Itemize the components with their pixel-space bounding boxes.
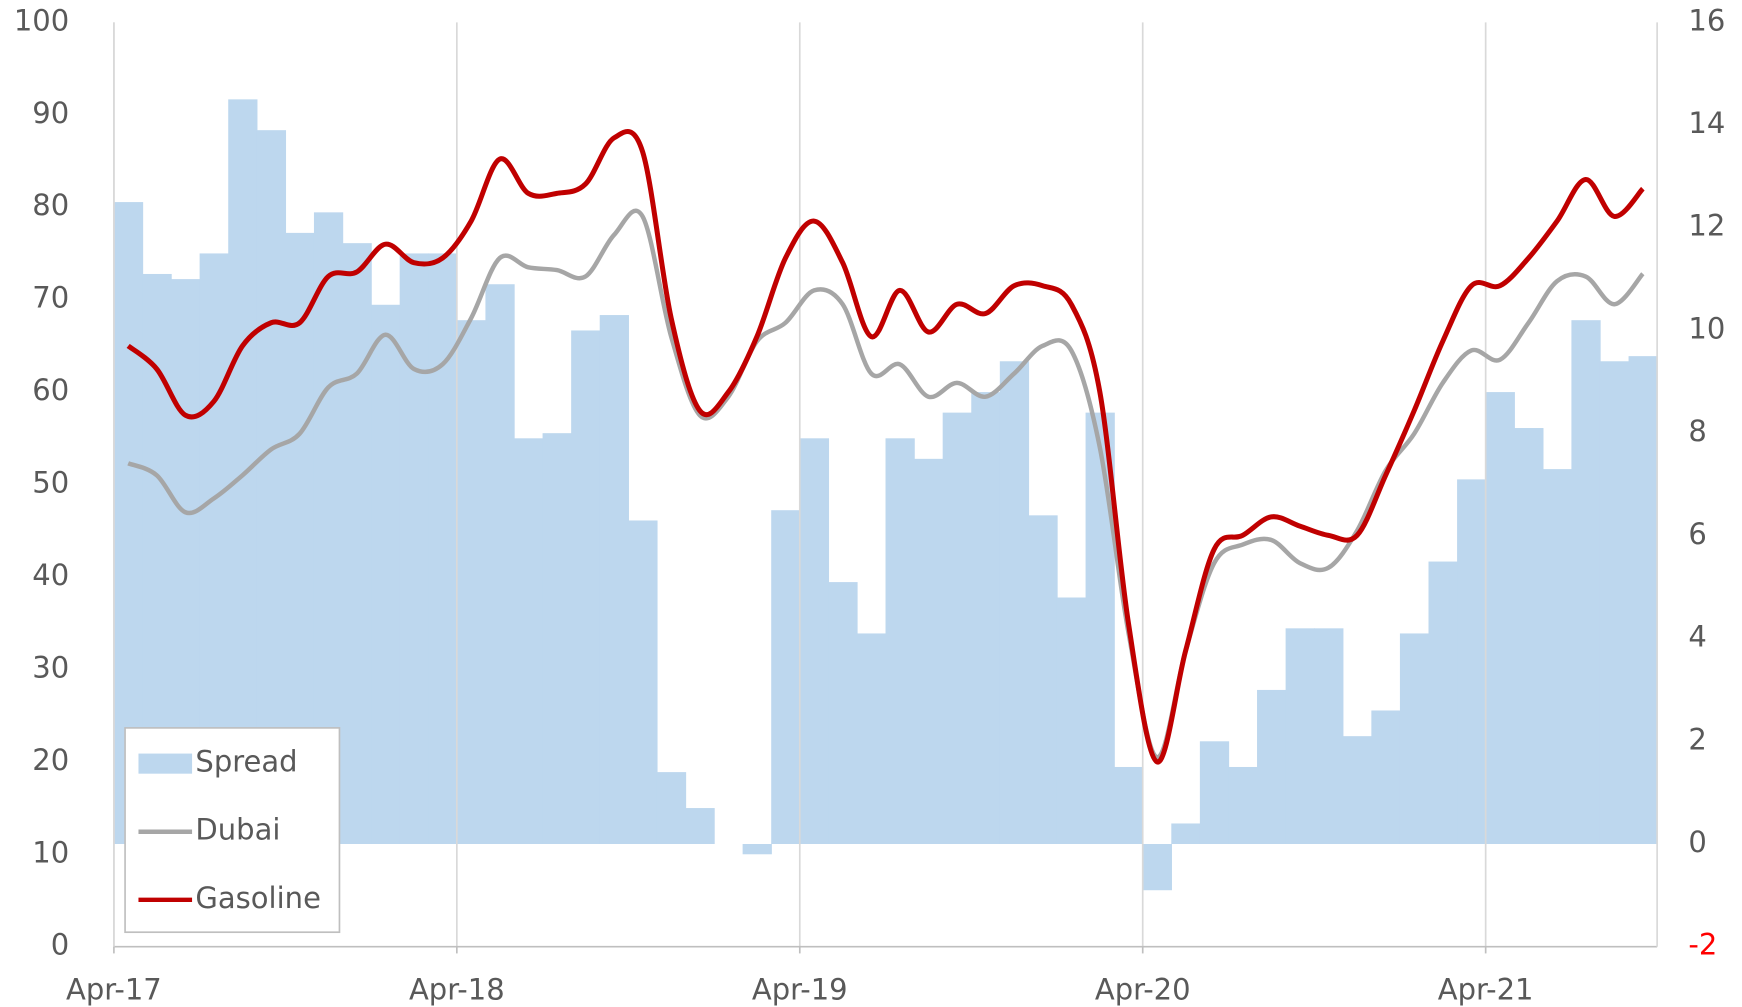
bar: [1542, 469, 1573, 845]
bar: [799, 438, 830, 845]
bar: [571, 330, 601, 845]
bar: [1199, 741, 1230, 845]
legend-label: Dubai: [195, 813, 280, 847]
y-tick-label: 80: [32, 188, 69, 222]
y2-tick-label: 10: [1688, 311, 1725, 345]
bar: [228, 99, 258, 845]
bar: [656, 772, 687, 845]
y2-tick-label: 12: [1688, 209, 1725, 243]
x-tick-label: Apr-18: [409, 972, 505, 1006]
bar: [885, 438, 915, 845]
y-tick-label: 50: [32, 466, 69, 500]
bar: [1599, 361, 1630, 845]
bar: [485, 284, 515, 845]
legend-label: Gasoline: [195, 881, 321, 915]
bar: [628, 520, 658, 845]
bar: [1571, 320, 1601, 845]
bar: [1056, 597, 1087, 845]
bar: [971, 392, 1001, 845]
legend-label: Spread: [195, 745, 297, 779]
bar: [1228, 766, 1258, 845]
line: [127, 208, 1645, 760]
bar: [1114, 766, 1144, 845]
y-tick-label: 60: [32, 373, 69, 407]
bar: [371, 304, 401, 845]
y2-tick-label: 2: [1688, 722, 1706, 756]
bar: [1371, 710, 1401, 845]
y-tick-label: 10: [32, 835, 69, 869]
y2-tick-label: 8: [1688, 414, 1706, 448]
y-tick-label: 30: [32, 650, 69, 684]
bar: [1428, 561, 1458, 845]
bar: [1314, 628, 1344, 845]
bar: [599, 315, 629, 845]
y2-tick-label: 14: [1688, 106, 1725, 140]
bar: [914, 458, 944, 845]
bar: [1457, 479, 1487, 845]
bar: [542, 433, 572, 845]
y2-tick-label: -2: [1688, 928, 1717, 962]
bar: [428, 253, 458, 845]
bar: [342, 243, 372, 845]
line: [126, 129, 1645, 765]
y-tick-label: 90: [32, 96, 69, 130]
bar: [1028, 515, 1058, 845]
y2-tick-label: 6: [1688, 517, 1706, 551]
x-tick-label: Apr-21: [1438, 972, 1534, 1006]
x-tick-label: Apr-17: [66, 972, 162, 1006]
y-tick-label: 40: [32, 558, 69, 592]
x-tick-label: Apr-19: [752, 972, 848, 1006]
bar: [685, 808, 715, 845]
bar: [1257, 689, 1287, 845]
y-tick-label: 70: [32, 281, 69, 315]
bar: [828, 582, 858, 845]
bar: [1142, 844, 1172, 891]
bar: [742, 844, 772, 855]
bar: [1399, 633, 1430, 845]
bar: [256, 130, 287, 845]
bar: [513, 438, 544, 845]
y-tick-label: 100: [14, 3, 69, 37]
bar: [1628, 356, 1658, 845]
x-tick-label: Apr-20: [1095, 972, 1191, 1006]
bar: [1342, 736, 1373, 845]
bar: [1171, 823, 1201, 845]
y2-tick-label: 4: [1688, 620, 1706, 654]
bar: [942, 412, 972, 845]
bar: [856, 633, 887, 845]
bar: [999, 361, 1030, 845]
bar: [771, 510, 801, 845]
bar: [399, 253, 429, 845]
y-tick-label: 20: [32, 743, 69, 777]
bar: [1285, 628, 1315, 845]
bar: [1514, 428, 1544, 845]
legend-swatch: [138, 753, 193, 774]
y2-tick-label: 16: [1688, 3, 1725, 37]
bar: [456, 320, 487, 845]
y2-tick-label: 0: [1688, 825, 1706, 859]
bar: [1485, 392, 1515, 845]
y-tick-label: 0: [51, 928, 69, 962]
